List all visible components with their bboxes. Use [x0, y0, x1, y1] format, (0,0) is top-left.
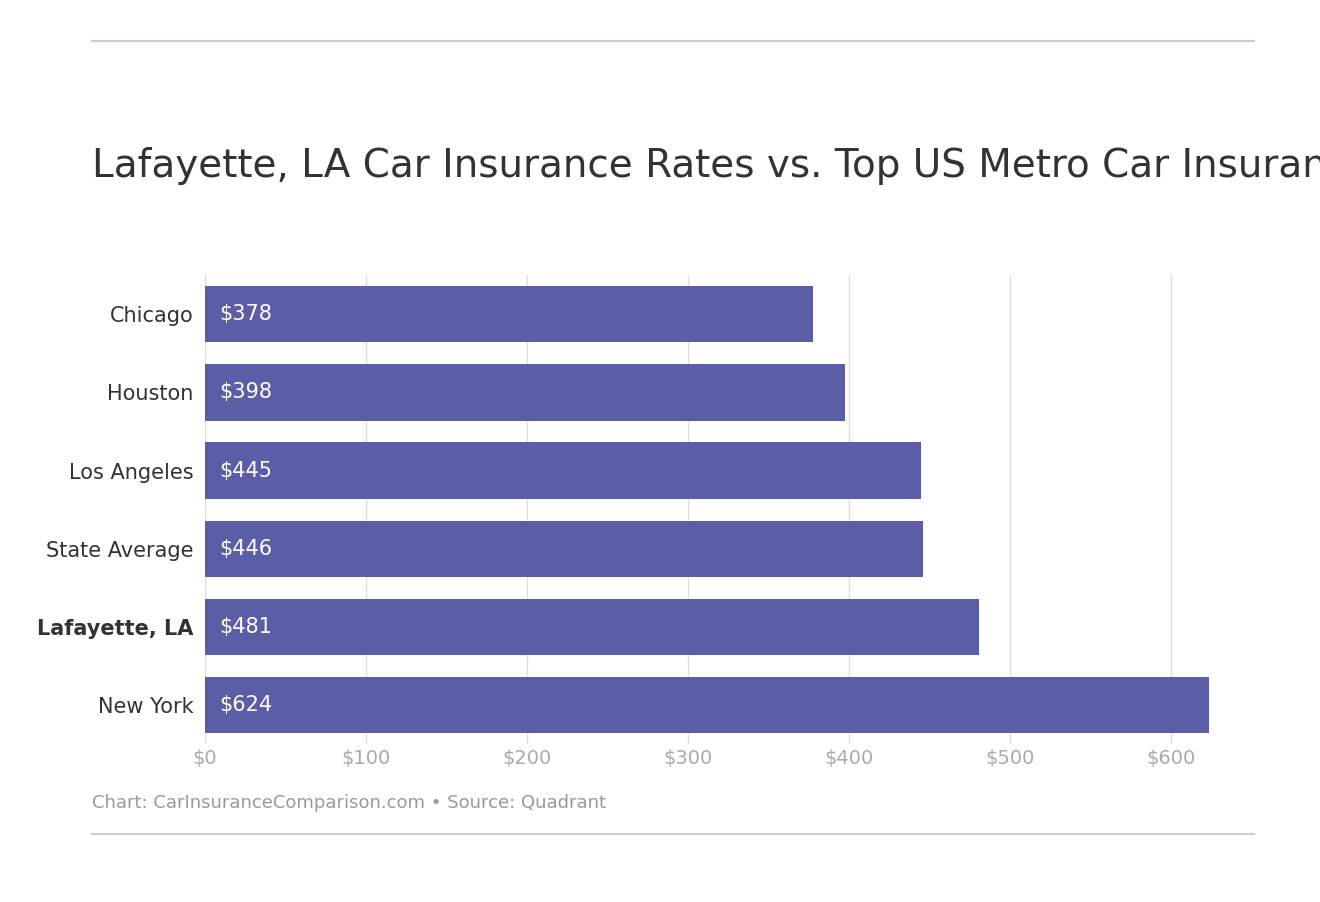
Text: $624: $624: [219, 695, 272, 715]
Bar: [205, 442, 921, 499]
Text: $378: $378: [219, 304, 272, 324]
Bar: [205, 599, 979, 655]
Text: $481: $481: [219, 617, 272, 637]
Bar: [205, 364, 845, 420]
Text: Lafayette, LA Car Insurance Rates vs. Top US Metro Car Insurance Rates: Lafayette, LA Car Insurance Rates vs. To…: [92, 147, 1320, 185]
Text: $446: $446: [219, 538, 272, 558]
Bar: [205, 520, 923, 577]
Text: $398: $398: [219, 382, 272, 402]
Text: $445: $445: [219, 461, 272, 481]
Bar: [205, 676, 1209, 733]
Bar: [205, 286, 813, 343]
Text: Chart: CarInsuranceComparison.com • Source: Quadrant: Chart: CarInsuranceComparison.com • Sour…: [92, 794, 606, 812]
